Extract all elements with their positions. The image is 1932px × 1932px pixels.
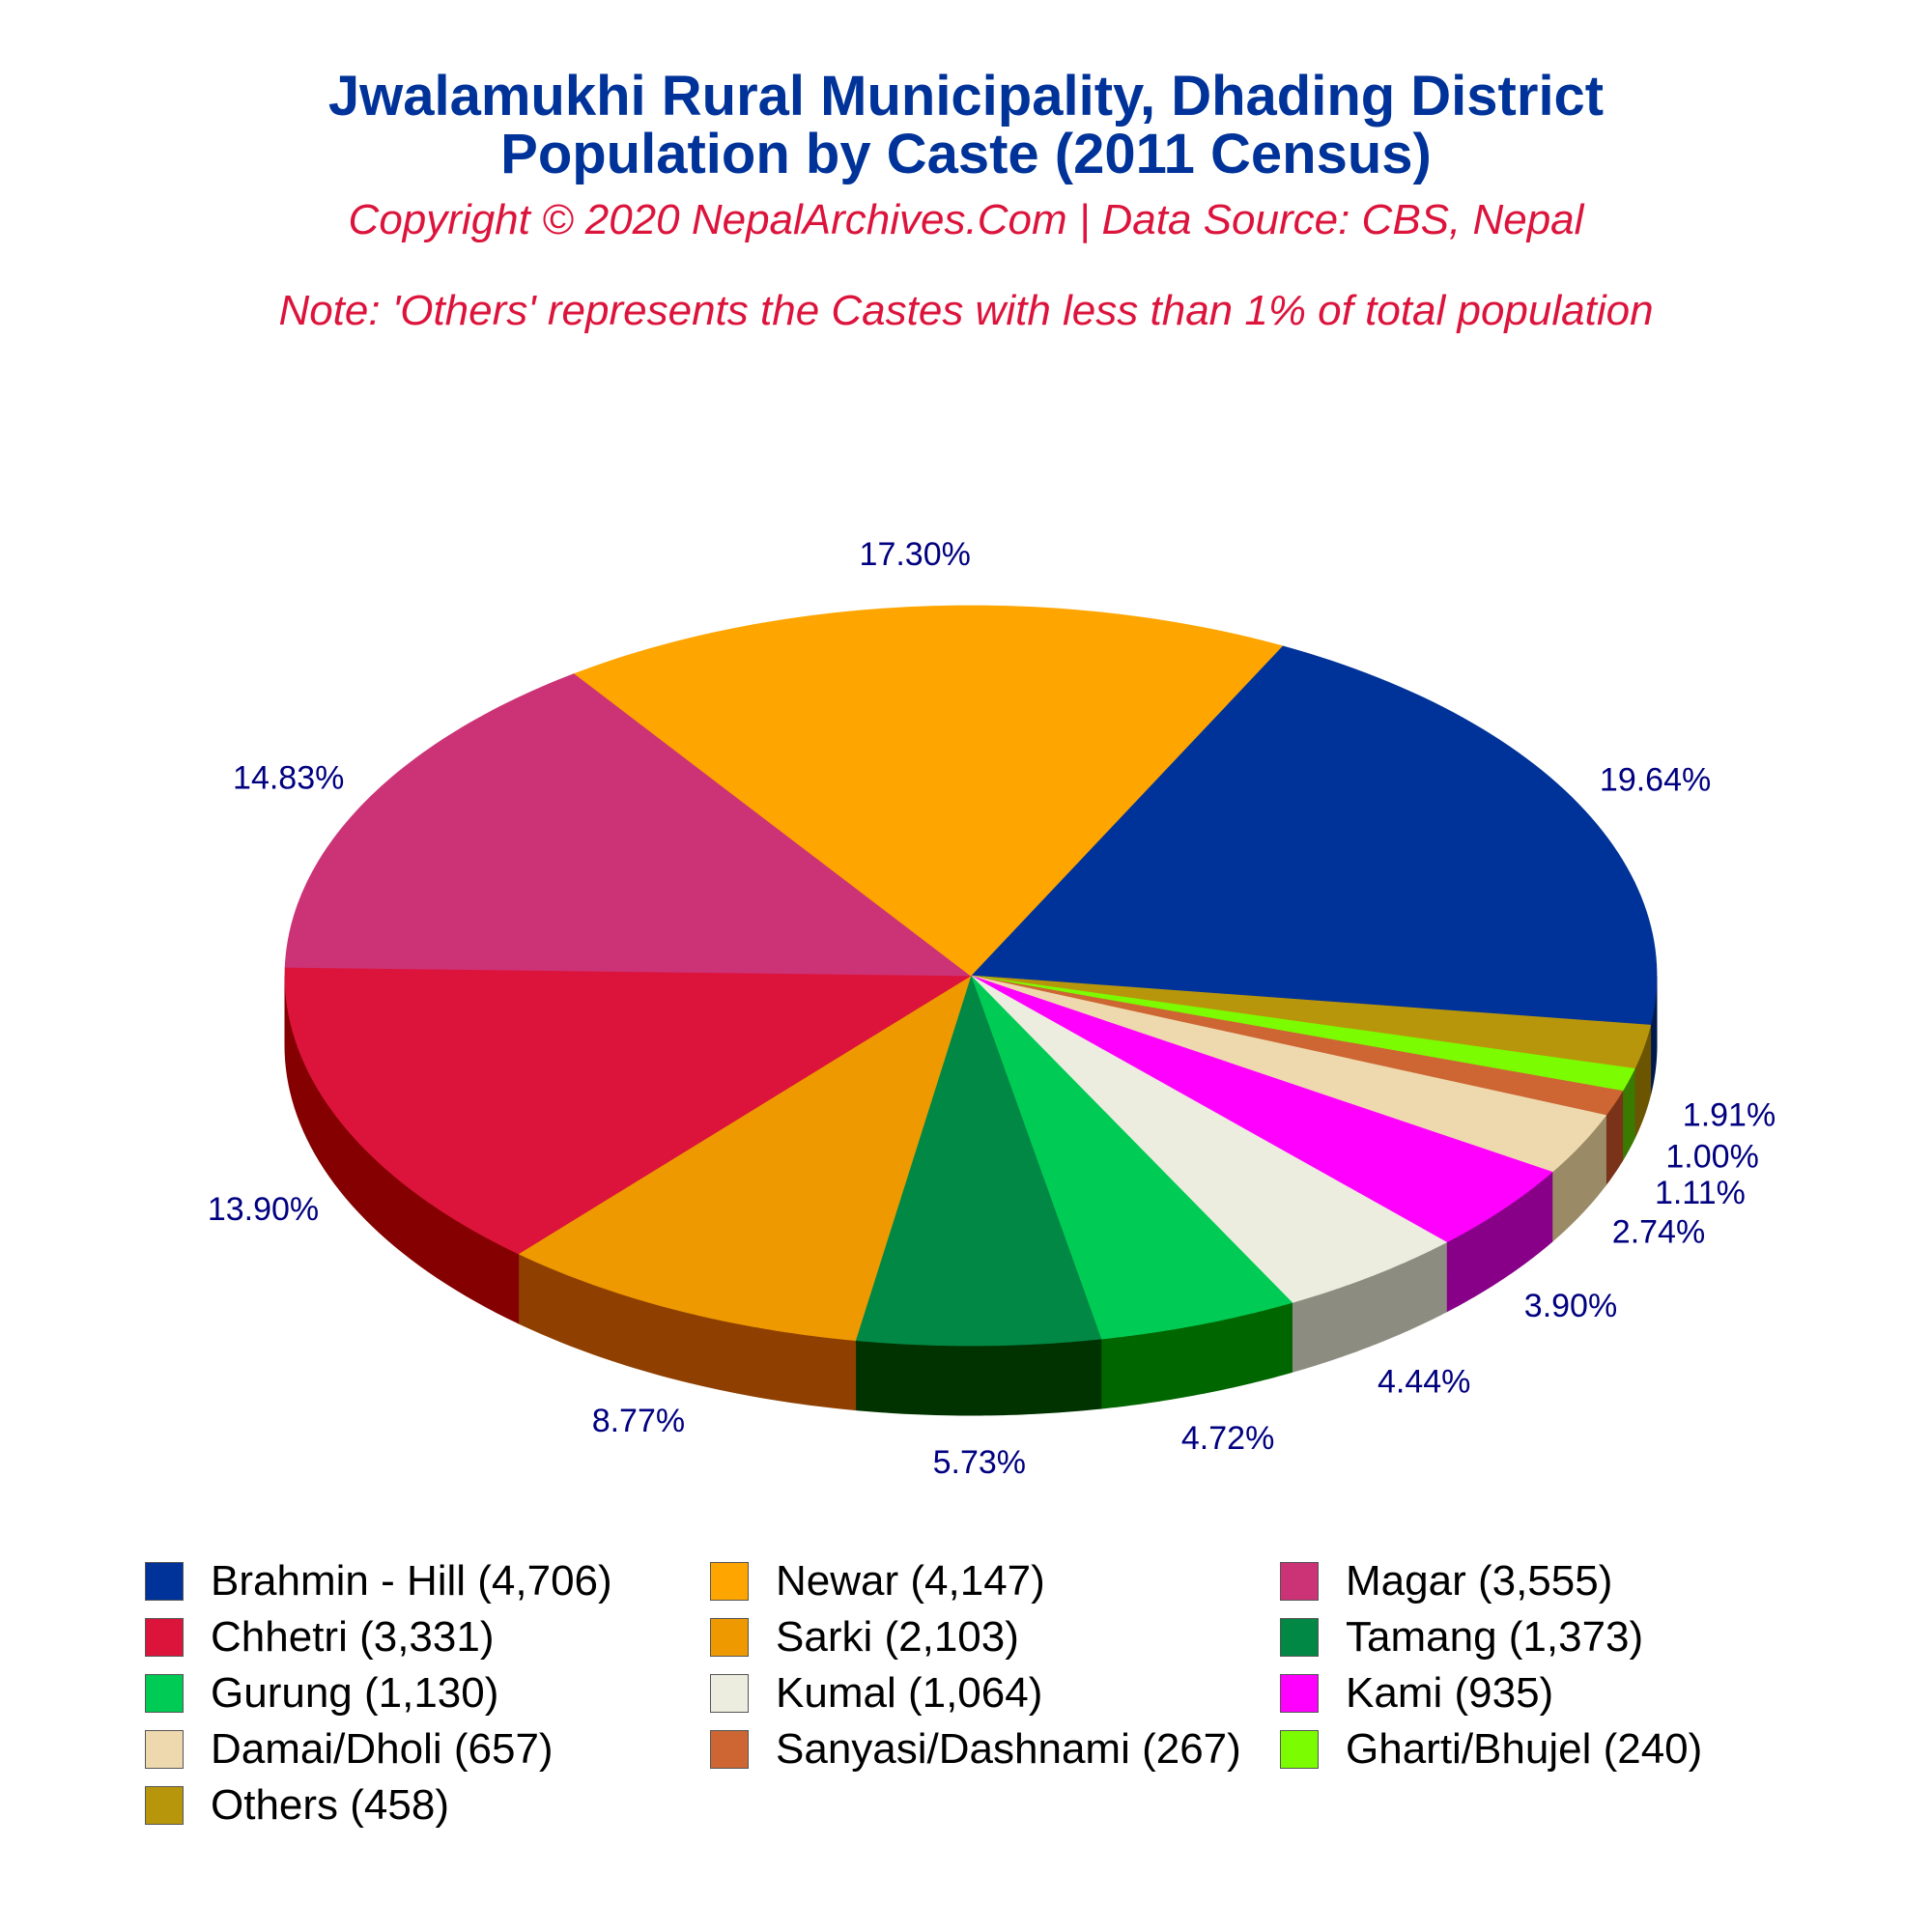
pie-slice-gharti-bhujel <box>970 975 1635 1092</box>
legend-swatch <box>1280 1730 1319 1769</box>
legend-label: Damai/Dholi (657) <box>211 1725 554 1773</box>
pie-slice-newar <box>573 605 1284 977</box>
pie-label-sarki: 8.77% <box>592 1403 685 1439</box>
pie-label-others: 1.91% <box>1683 1096 1776 1133</box>
pie-slice-others <box>970 975 1652 1069</box>
legend-swatch <box>710 1618 749 1657</box>
pie-side-tamang <box>855 1338 1102 1416</box>
legend-label: Gurung (1,130) <box>211 1669 499 1717</box>
legend-label: Magar (3,555) <box>1346 1557 1613 1605</box>
pie-slice-brahmin-hill <box>970 645 1658 1026</box>
note-text: Note: 'Others' represents the Castes wit… <box>278 287 1654 334</box>
pie-label-gharti-bhujel: 1.00% <box>1665 1138 1758 1175</box>
legend-swatch <box>145 1786 184 1825</box>
pie-label-newar: 17.30% <box>860 536 971 573</box>
legend-swatch <box>145 1562 184 1601</box>
pie-slice-gurung <box>970 975 1293 1340</box>
legend-swatch <box>145 1618 184 1657</box>
pie-label-sanyasi-dashnami: 1.11% <box>1655 1175 1746 1211</box>
pie-slice-tamang <box>855 974 1102 1347</box>
pie-label-magar: 14.83% <box>233 759 344 796</box>
legend-item-gurung: Gurung (1,130) <box>145 1667 710 1719</box>
pie-labels: 19.64% 1.91% 1.00%1.11%2.74% 3.90% 4.44% 4.72… <box>208 536 1776 1481</box>
legend-label: Kami (935) <box>1346 1669 1554 1717</box>
legend-item-damai-dholi: Damai/Dholi (657) <box>145 1723 710 1776</box>
legend-item-sarki: Sarki (2,103) <box>710 1611 1280 1663</box>
pie-label-tamang: 5.73% <box>933 1444 1026 1481</box>
legend-item-newar: Newar (4,147) <box>710 1555 1280 1607</box>
legend-label: Chhetri (3,331) <box>211 1613 495 1661</box>
pie-label-damai-dholi: 2.74% <box>1612 1214 1705 1251</box>
legend-item-kami: Kami (935) <box>1280 1667 1845 1719</box>
legend-swatch <box>1280 1674 1319 1713</box>
legend-item-magar: Magar (3,555) <box>1280 1555 1845 1607</box>
legend-label: Kumal (1,064) <box>776 1669 1043 1717</box>
legend-item-gharti-bhujel: Gharti/Bhujel (240) <box>1280 1723 1845 1776</box>
legend-label: Brahmin - Hill (4,706) <box>211 1557 612 1605</box>
legend-swatch <box>710 1674 749 1713</box>
legend-item-chhetri: Chhetri (3,331) <box>145 1611 710 1663</box>
legend-swatch <box>145 1674 184 1713</box>
legend-item-tamang: Tamang (1,373) <box>1280 1611 1845 1663</box>
chart-title-line1: Jwalamukhi Rural Municipality, Dhading D… <box>327 65 1605 128</box>
pie-label-kumal: 4.44% <box>1378 1364 1470 1401</box>
legend-swatch <box>145 1730 184 1769</box>
legend-swatch <box>1280 1562 1319 1601</box>
pie-label-chhetri: 13.90% <box>208 1191 319 1228</box>
legend-label: Sanyasi/Dashnami (267) <box>776 1725 1241 1773</box>
pie-slice-sanyasi-dashnami <box>970 975 1624 1117</box>
legend-item-others: Others (458) <box>145 1779 710 1832</box>
pie-slice-damai-dholi <box>970 975 1607 1173</box>
pie-chart: 19.64% 1.91% 1.00%1.11%2.74% 3.90% 4.44% 4.72… <box>208 536 1776 1481</box>
legend-label: Others (458) <box>211 1781 449 1829</box>
legend-swatch <box>710 1562 749 1601</box>
pie-label-gurung: 4.72% <box>1181 1420 1274 1457</box>
pie-slice-kami <box>970 975 1553 1243</box>
legend-item-sanyasi-dashnami: Sanyasi/Dashnami (267) <box>710 1723 1280 1776</box>
copyright-text: Copyright © 2020 NepalArchives.Com | Dat… <box>348 196 1584 243</box>
legend-swatch <box>710 1730 749 1769</box>
legend-label: Newar (4,147) <box>776 1557 1045 1605</box>
legend-swatch <box>1280 1618 1319 1657</box>
pie-slice-kumal <box>970 975 1448 1303</box>
legend-label: Gharti/Bhujel (240) <box>1346 1725 1703 1773</box>
pie-top <box>284 605 1658 1347</box>
legend-item-brahmin-hill: Brahmin - Hill (4,706) <box>145 1555 710 1607</box>
legend-label: Tamang (1,373) <box>1346 1613 1644 1661</box>
chart-legend: Brahmin - Hill (4,706) Newar (4,147) Magar… <box>145 1555 1845 1832</box>
chart-title-line2: Population by Caste (2011 Census) <box>500 123 1432 185</box>
pie-slice-chhetri <box>284 966 973 1255</box>
legend-label: Sarki (2,103) <box>776 1613 1019 1661</box>
pie-label-brahmin-hill: 19.64% <box>1600 762 1711 799</box>
pie-slice-sarki <box>517 975 972 1341</box>
legend-item-kumal: Kumal (1,064) <box>710 1667 1280 1719</box>
pie-slice-magar <box>284 672 973 977</box>
pie-label-kami: 3.90% <box>1524 1288 1617 1324</box>
